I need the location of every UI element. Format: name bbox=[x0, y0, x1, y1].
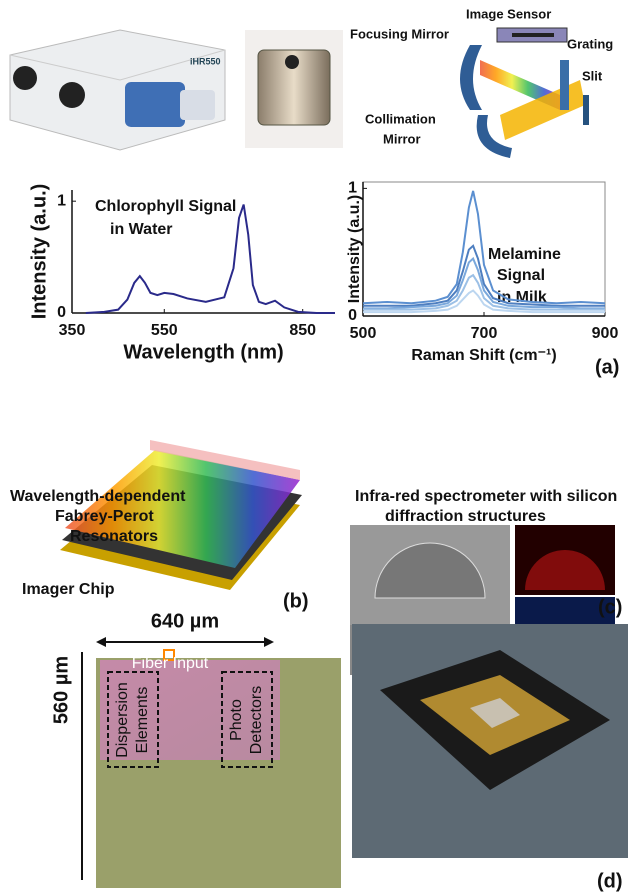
x-axis-label: Wavelength (nm) bbox=[123, 341, 283, 363]
y-axis-label: Intensity (a.u.) bbox=[28, 184, 50, 320]
y-tick-label: 1 bbox=[57, 192, 66, 209]
arrow-head bbox=[264, 637, 274, 647]
panel-label: (d) bbox=[597, 870, 623, 892]
label: 640 µm bbox=[151, 610, 219, 632]
label: Detectors bbox=[248, 686, 265, 754]
x-axis-label: Raman Shift (cm⁻¹) bbox=[411, 347, 556, 364]
label: Dispersion bbox=[114, 682, 131, 758]
label: Fabrey-Perot bbox=[55, 508, 154, 525]
label: Collimation bbox=[365, 111, 436, 126]
label: Imager Chip bbox=[22, 581, 115, 598]
label: Mirror bbox=[383, 131, 421, 146]
figure: iHR550 Image Sensor Focusing Mirror Grat… bbox=[0, 0, 639, 895]
label: Focusing Mirror bbox=[350, 26, 449, 41]
series-line bbox=[363, 191, 605, 303]
x-tick-label: 900 bbox=[592, 325, 619, 342]
label: Fiber Input bbox=[132, 655, 209, 672]
x-tick-label: 500 bbox=[350, 325, 377, 342]
label: Slit bbox=[582, 68, 603, 83]
svg-text:iHR550: iHR550 bbox=[190, 56, 221, 66]
label: Wavelength-dependent bbox=[10, 488, 186, 505]
arrow-head bbox=[96, 637, 106, 647]
label: Infra-red spectrometer with silicon bbox=[355, 488, 617, 505]
x-tick-label: 550 bbox=[151, 322, 178, 339]
detector-photo bbox=[245, 30, 343, 148]
y-tick-label: 0 bbox=[57, 304, 66, 321]
annotation: Signal bbox=[497, 267, 545, 284]
chip-micrograph bbox=[96, 650, 341, 888]
label: 560 µm bbox=[50, 656, 72, 724]
panel-label: (c) bbox=[598, 596, 622, 618]
spectrometer-photo: iHR550 bbox=[10, 30, 225, 150]
label: diffraction structures bbox=[385, 508, 546, 525]
x-tick-label: 850 bbox=[289, 322, 316, 339]
label: Photo bbox=[228, 699, 245, 741]
chip-package-photo bbox=[352, 624, 628, 858]
x-tick-label: 700 bbox=[471, 325, 498, 342]
label: Image Sensor bbox=[466, 6, 551, 21]
panel-label: (b) bbox=[283, 590, 309, 612]
x-tick-label: 350 bbox=[59, 322, 86, 339]
annotation: Chlorophyll Signal bbox=[95, 198, 236, 215]
label: Elements bbox=[134, 687, 151, 754]
label: Resonators bbox=[70, 528, 158, 545]
label: Grating bbox=[567, 36, 613, 51]
y-tick-label: 1 bbox=[348, 180, 357, 197]
y-tick-label: 0 bbox=[348, 307, 357, 324]
annotation: Melamine bbox=[488, 246, 561, 263]
y-axis-label: Intensity (a.u.) bbox=[346, 195, 363, 303]
annotation: in Water bbox=[110, 221, 173, 238]
panel-label: (a) bbox=[595, 356, 619, 378]
